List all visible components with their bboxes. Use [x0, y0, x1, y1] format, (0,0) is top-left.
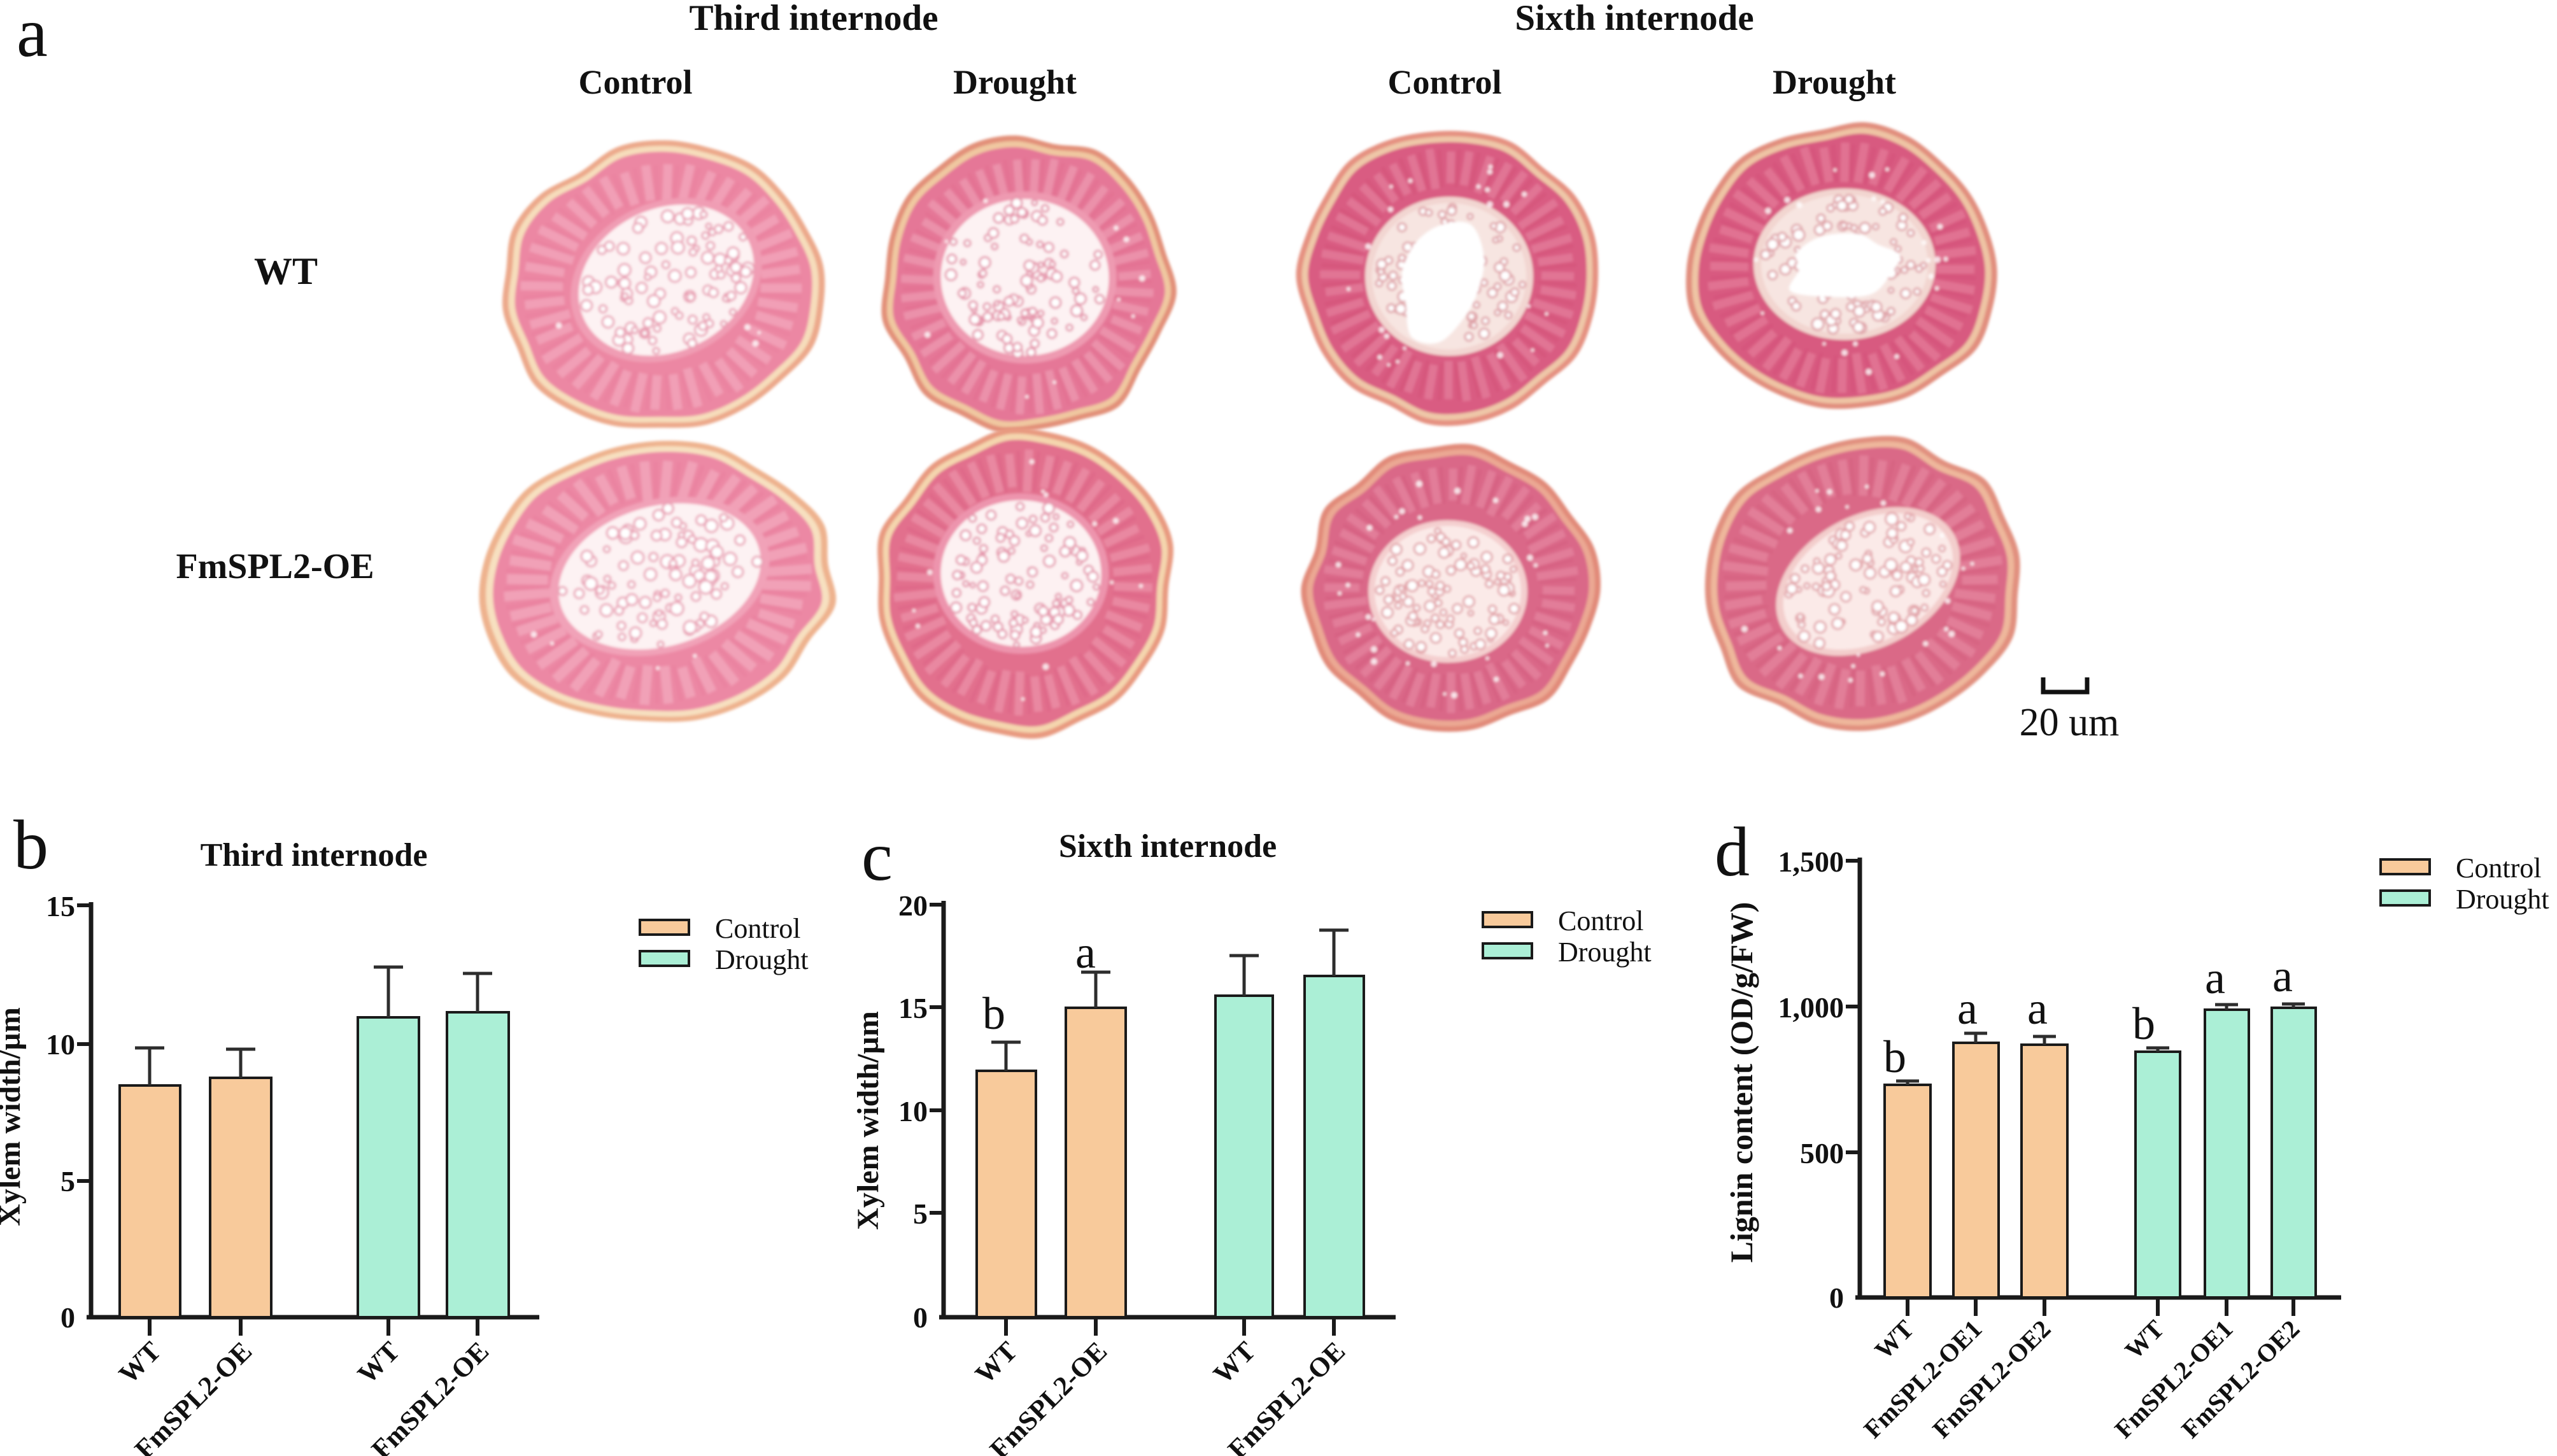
svg-text:a: a	[1075, 927, 1096, 978]
svg-text:a: a	[1957, 983, 1978, 1034]
svg-text:Drought: Drought	[1558, 937, 1652, 968]
svg-text:10: 10	[898, 1095, 928, 1127]
svg-text:a: a	[17, 0, 48, 71]
svg-text:Drought: Drought	[1773, 63, 1896, 101]
svg-text:10: 10	[46, 1028, 75, 1061]
svg-text:a: a	[2205, 952, 2225, 1003]
svg-text:Xylem width/µm: Xylem width/µm	[0, 1007, 27, 1226]
svg-text:20 um: 20 um	[2020, 701, 2120, 744]
svg-text:Control: Control	[715, 913, 800, 944]
svg-text:5: 5	[913, 1198, 928, 1230]
svg-text:Drought: Drought	[2456, 884, 2549, 915]
svg-text:b: b	[2132, 998, 2155, 1049]
svg-text:Sixth internode: Sixth internode	[1515, 0, 1753, 38]
svg-text:Control: Control	[578, 63, 692, 101]
svg-text:0: 0	[1829, 1282, 1844, 1314]
svg-text:b: b	[1883, 1031, 1906, 1082]
svg-text:a: a	[2272, 951, 2293, 1001]
svg-text:c: c	[861, 817, 893, 895]
svg-text:a: a	[2027, 983, 2048, 1034]
svg-text:WT: WT	[254, 250, 318, 292]
svg-text:0: 0	[60, 1301, 75, 1334]
svg-text:Xylem width/µm: Xylem width/µm	[851, 1011, 885, 1230]
svg-text:Control: Control	[1387, 63, 1501, 101]
svg-text:Sixth internode: Sixth internode	[1059, 828, 1277, 865]
svg-text:Control: Control	[2456, 852, 2541, 884]
svg-text:Lignin content (OD/g/FW): Lignin content (OD/g/FW)	[1724, 902, 1759, 1263]
svg-text:Third internode: Third internode	[201, 837, 428, 873]
svg-text:Third internode: Third internode	[689, 0, 938, 38]
svg-text:1,000: 1,000	[1778, 991, 1845, 1024]
svg-text:1,500: 1,500	[1778, 845, 1845, 878]
svg-text:15: 15	[898, 992, 928, 1024]
svg-text:15: 15	[46, 890, 75, 922]
svg-text:20: 20	[898, 889, 928, 922]
svg-text:5: 5	[60, 1165, 75, 1198]
svg-text:Drought: Drought	[715, 944, 809, 975]
svg-text:FmSPL2-OE: FmSPL2-OE	[176, 547, 374, 586]
svg-text:b: b	[13, 806, 48, 884]
svg-text:d: d	[1715, 813, 1750, 891]
svg-text:0: 0	[913, 1301, 928, 1334]
svg-text:b: b	[982, 988, 1005, 1039]
svg-text:Drought: Drought	[953, 63, 1077, 101]
svg-text:Control: Control	[1558, 905, 1643, 937]
svg-text:500: 500	[1800, 1137, 1844, 1170]
